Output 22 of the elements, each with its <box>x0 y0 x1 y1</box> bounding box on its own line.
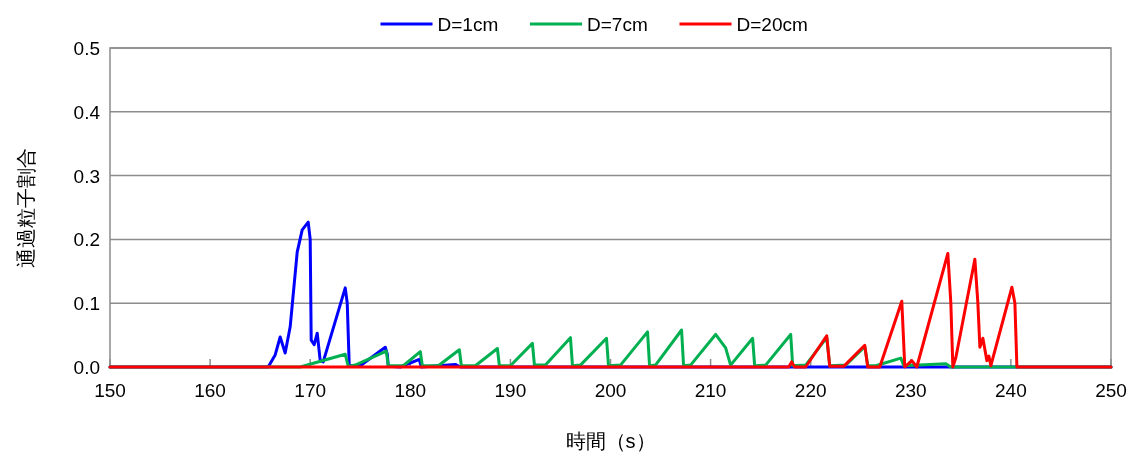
legend-label: D=1cm <box>437 14 499 35</box>
y-axis-title: 通過粒子割合 <box>15 147 37 268</box>
x-tick-label: 220 <box>794 380 827 401</box>
x-tick-label: 190 <box>494 380 527 401</box>
x-tick-label: 240 <box>995 380 1027 401</box>
y-tick-label: 0.3 <box>73 165 100 187</box>
y-tick-label: 0.4 <box>73 101 101 123</box>
x-tick-label: 230 <box>894 380 927 401</box>
x-tick-label: 160 <box>194 380 226 401</box>
x-tick-label: 210 <box>694 380 727 401</box>
y-tick-label: 0.0 <box>73 357 100 378</box>
x-tick-label: 170 <box>294 380 327 401</box>
y-tick-label: 0.1 <box>73 293 100 315</box>
x-tick-label: 200 <box>594 380 627 401</box>
y-tick-label: 0.2 <box>73 229 100 251</box>
x-tick-label: 150 <box>94 380 126 401</box>
x-tick-label: 180 <box>394 380 427 401</box>
x-tick-label: 250 <box>1095 380 1127 401</box>
legend-label: D=20cm <box>736 14 808 35</box>
x-axis-title: 時間（s） <box>565 430 656 452</box>
legend-label: D=7cm <box>587 14 648 35</box>
y-tick-label: 0.5 <box>73 38 100 59</box>
